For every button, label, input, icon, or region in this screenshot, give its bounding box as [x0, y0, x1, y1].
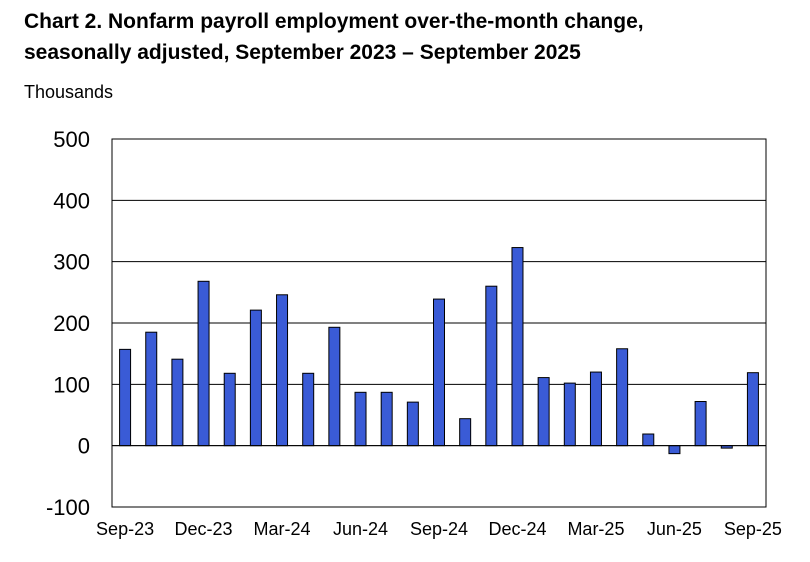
y-tick-label: 0 — [78, 434, 90, 459]
y-tick-label: 300 — [53, 250, 90, 275]
bar-sep-24 — [433, 298, 445, 447]
chart-title-line-2: seasonally adjusted, September 2023 – Se… — [24, 41, 581, 64]
x-tick-label: Mar-25 — [567, 519, 624, 539]
chart-title-line-1: Chart 2. Nonfarm payroll employment over… — [24, 10, 644, 33]
y-tick-label: -100 — [46, 495, 90, 520]
bar-mar-24 — [276, 294, 289, 447]
y-tick-labels: -100 0 100 200 300 400 500 — [46, 127, 90, 520]
bar-aug-24 — [406, 401, 419, 447]
y-tick-label: 100 — [53, 372, 90, 397]
bar-feb-24 — [249, 309, 262, 447]
bar-oct-24 — [459, 418, 472, 447]
y-tick-label: 200 — [53, 311, 90, 336]
bar-apr-24 — [302, 372, 315, 447]
bar-dec-24 — [511, 247, 524, 447]
bar-jan-24 — [223, 372, 236, 447]
bar-jun-24 — [354, 391, 367, 447]
x-tick-label: Dec-24 — [488, 519, 546, 539]
x-tick-label: Mar-24 — [254, 519, 311, 539]
x-tick-label: Dec-23 — [175, 519, 233, 539]
bar-jul-25 — [694, 401, 707, 447]
bar-sep-23 — [119, 348, 132, 447]
bar-jun-25 — [668, 445, 681, 455]
bar-oct-23 — [145, 331, 158, 447]
plot-frame — [111, 138, 767, 508]
bar-apr-25 — [616, 348, 629, 447]
x-tick-label: Sep-23 — [96, 519, 154, 539]
bar-feb-25 — [563, 382, 576, 447]
bar-may-24 — [328, 326, 341, 447]
bar-nov-24 — [485, 285, 498, 447]
x-tick-label: Sep-25 — [724, 519, 782, 539]
y-tick-label: 500 — [53, 127, 90, 152]
bar-sep-25 — [746, 372, 759, 447]
bar-nov-23 — [171, 358, 184, 447]
y-axis-label: Thousands — [24, 82, 114, 102]
x-tick-labels: Sep-23 Dec-23 Mar-24 Jun-24 Sep-24 Dec-24 Mar-… — [96, 519, 782, 539]
bars — [119, 247, 759, 455]
bar-may-25 — [642, 433, 655, 447]
chart-title: Chart 2. Nonfarm payroll employment over… — [24, 6, 644, 68]
bar-mar-25 — [589, 371, 602, 447]
y-tick-label: 400 — [53, 188, 90, 213]
bar-dec-23 — [197, 280, 210, 447]
x-tick-label: Sep-24 — [410, 519, 468, 539]
bar-jul-24 — [380, 391, 393, 447]
x-tick-label: Jun-25 — [647, 519, 702, 539]
bar-jan-25 — [537, 377, 550, 447]
x-tick-label: Jun-24 — [333, 519, 388, 539]
